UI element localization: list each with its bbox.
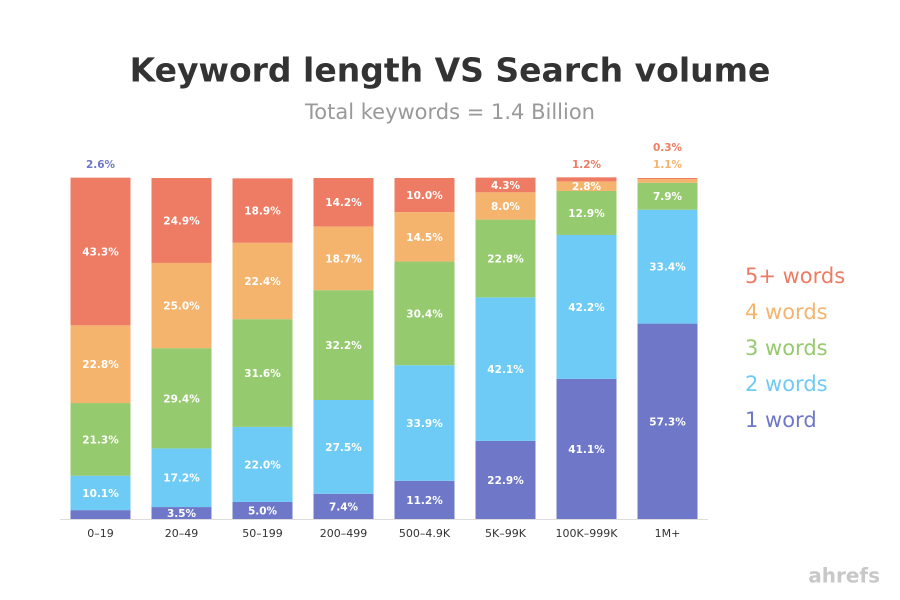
bar-segment	[70, 475, 131, 511]
data-label: 33.9%	[406, 418, 443, 430]
data-label: 2.6%	[86, 159, 116, 171]
data-label: 30.4%	[406, 308, 443, 320]
bar-segment	[556, 181, 617, 191]
data-label: 24.9%	[163, 215, 200, 227]
bar-segment	[151, 448, 212, 508]
bar-segment	[394, 178, 455, 213]
data-label: 11.2%	[406, 495, 443, 507]
bar-segment	[151, 178, 212, 263]
data-label: 7.4%	[329, 501, 359, 513]
bar-segment	[151, 262, 212, 349]
brand-logo: ahrefs	[808, 564, 880, 588]
bar-segment	[556, 378, 617, 519]
data-label: 8.0%	[491, 201, 521, 213]
bar-segment	[70, 177, 131, 326]
bar-segment	[394, 212, 455, 262]
data-label: 0.3%	[653, 142, 683, 154]
bar-segment	[475, 297, 536, 441]
bar-segment	[232, 426, 293, 502]
bar-segment	[70, 403, 131, 476]
data-label: 43.3%	[82, 246, 119, 258]
x-tick-label: 50–199	[242, 527, 283, 540]
bar-segment	[556, 234, 617, 379]
data-label: 22.0%	[244, 459, 281, 471]
data-label: 27.5%	[325, 442, 362, 454]
data-label: 57.3%	[649, 416, 686, 428]
data-label: 1.2%	[572, 159, 602, 171]
bar-segment	[637, 179, 698, 183]
x-tick-label: 5K–99K	[485, 527, 527, 540]
data-label: 42.1%	[487, 364, 524, 376]
x-tick-label: 1M+	[655, 527, 681, 540]
bar-segment	[637, 323, 698, 519]
bar-segment	[475, 177, 536, 193]
bar-segment	[151, 348, 212, 449]
data-label: 29.4%	[163, 393, 200, 405]
bar-segment	[313, 178, 374, 227]
data-label: 33.4%	[649, 262, 686, 274]
bar-segment	[394, 480, 455, 519]
bar-segment	[232, 178, 293, 243]
legend-label: 3 words	[745, 336, 828, 360]
bar-segment	[556, 190, 617, 235]
legend-label: 4 words	[745, 300, 828, 324]
data-label: 10.1%	[82, 488, 119, 500]
bar-segment	[232, 319, 293, 427]
data-label: 14.5%	[406, 232, 443, 244]
bar-segment	[70, 325, 131, 404]
chart-subtitle: Total keywords = 1.4 Billion	[304, 100, 595, 124]
bar-segment	[313, 226, 374, 291]
data-label: 17.2%	[163, 473, 200, 485]
bar-segment	[475, 192, 536, 220]
bar-segment	[232, 501, 293, 519]
legend-label: 5+ words	[745, 264, 845, 288]
data-label: 18.9%	[244, 206, 281, 218]
legend-label: 1 word	[745, 408, 817, 432]
bar-segment	[313, 493, 374, 519]
data-label: 21.3%	[82, 434, 119, 446]
data-label: 7.9%	[653, 191, 683, 203]
bar-segment	[151, 507, 212, 519]
bar-segment	[475, 440, 536, 519]
data-label: 4.3%	[491, 180, 521, 192]
data-label: 5.0%	[248, 505, 278, 517]
bar-segment	[394, 261, 455, 366]
bar-segment	[637, 182, 698, 210]
x-tick-label: 20–49	[165, 527, 199, 540]
x-tick-label: 200–499	[320, 527, 368, 540]
bar-segment	[232, 242, 293, 320]
data-label: 25.0%	[163, 301, 200, 313]
bar-segment	[475, 219, 536, 298]
x-tick-label: 100K–999K	[556, 527, 619, 540]
legend-label: 2 words	[745, 372, 828, 396]
data-label: 18.7%	[325, 253, 362, 265]
data-label: 42.2%	[568, 302, 605, 314]
bar-segment	[556, 177, 617, 182]
data-label: 10.0%	[406, 190, 443, 202]
bar-segment	[637, 209, 698, 324]
bar-segment	[394, 365, 455, 481]
data-label: 2.8%	[572, 181, 602, 193]
bar-segment	[637, 178, 698, 180]
data-label: 32.2%	[325, 340, 362, 352]
bar-segment	[313, 290, 374, 400]
bar-segment	[313, 399, 374, 494]
data-label: 3.5%	[167, 508, 197, 520]
data-label: 22.9%	[487, 475, 524, 487]
data-label: 41.1%	[568, 444, 605, 456]
data-label: 22.8%	[487, 253, 524, 265]
data-label: 22.4%	[244, 276, 281, 288]
x-tick-label: 0–19	[87, 527, 114, 540]
x-tick-label: 500–4.9K	[399, 527, 451, 540]
data-label: 31.6%	[244, 368, 281, 380]
bar-segment	[70, 510, 131, 519]
data-label: 1.1%	[653, 159, 683, 171]
data-label: 22.8%	[82, 359, 119, 371]
chart-title: Keyword length VS Search volume	[130, 51, 771, 90]
data-label: 14.2%	[325, 197, 362, 209]
data-label: 12.9%	[568, 208, 605, 220]
